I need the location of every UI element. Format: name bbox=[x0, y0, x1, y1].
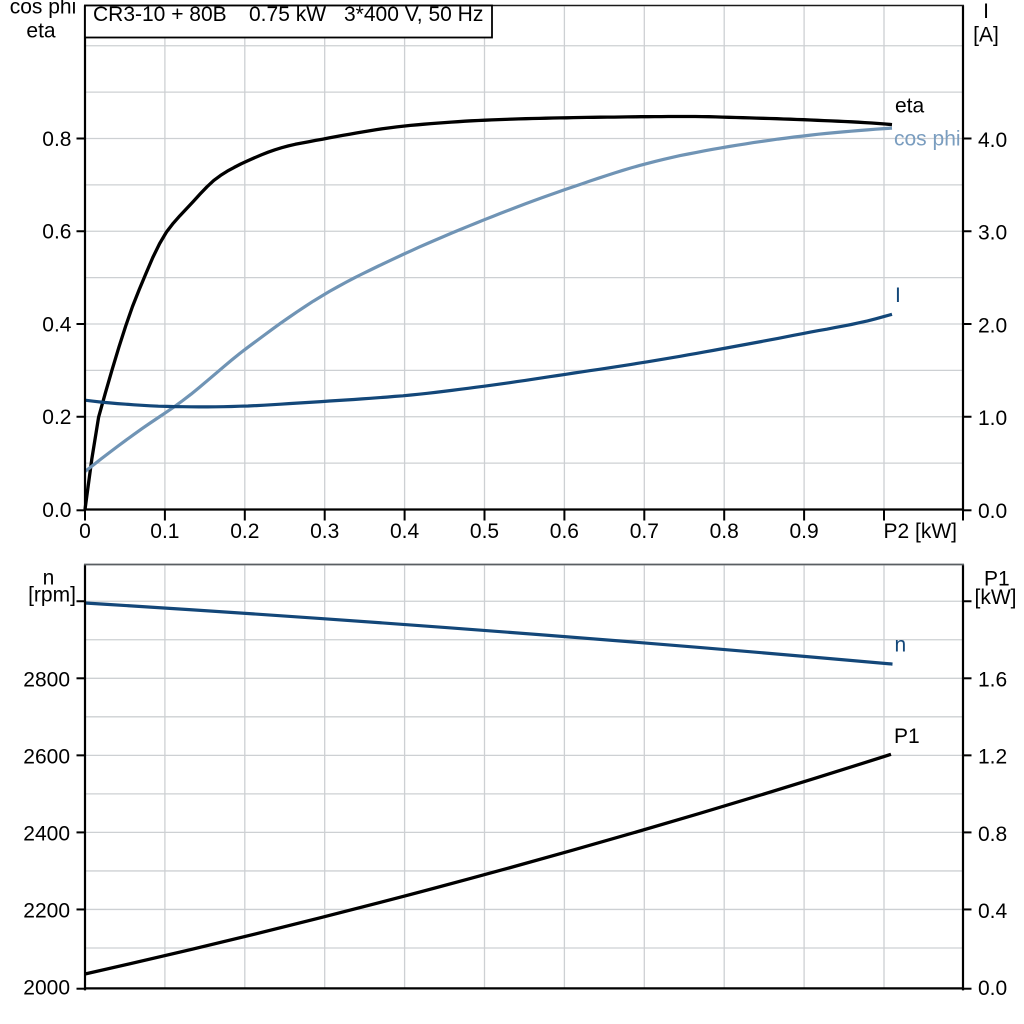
svg-text:0.75 kW: 0.75 kW bbox=[249, 3, 326, 26]
svg-text:P1: P1 bbox=[984, 568, 1010, 591]
svg-text:2800: 2800 bbox=[23, 668, 70, 691]
svg-text:cos phi: cos phi bbox=[894, 128, 961, 151]
svg-text:0.4: 0.4 bbox=[42, 313, 72, 336]
svg-text:n: n bbox=[43, 567, 55, 590]
svg-text:0.8: 0.8 bbox=[710, 520, 739, 543]
svg-text:2600: 2600 bbox=[23, 746, 70, 769]
svg-text:2.0: 2.0 bbox=[978, 314, 1007, 337]
svg-text:0.1: 0.1 bbox=[150, 520, 179, 543]
svg-text:3.0: 3.0 bbox=[978, 222, 1007, 245]
svg-text:0.2: 0.2 bbox=[42, 406, 71, 429]
svg-text:2000: 2000 bbox=[23, 977, 70, 1000]
svg-text:0.7: 0.7 bbox=[630, 520, 659, 543]
svg-text:0.0: 0.0 bbox=[42, 499, 71, 522]
svg-text:n: n bbox=[895, 634, 907, 657]
svg-text:I: I bbox=[983, 0, 989, 23]
svg-text:[A]: [A] bbox=[973, 24, 999, 47]
svg-text:[rpm]: [rpm] bbox=[28, 584, 76, 607]
svg-text:0.2: 0.2 bbox=[230, 520, 259, 543]
svg-text:0.3: 0.3 bbox=[310, 520, 339, 543]
svg-text:0.6: 0.6 bbox=[42, 221, 71, 244]
svg-text:P2 [kW]: P2 [kW] bbox=[883, 520, 957, 543]
svg-text:0.4: 0.4 bbox=[978, 900, 1008, 923]
svg-text:1.0: 1.0 bbox=[978, 407, 1007, 430]
svg-text:0.0: 0.0 bbox=[978, 977, 1007, 1000]
svg-text:0.4: 0.4 bbox=[390, 520, 420, 543]
svg-text:4.0: 4.0 bbox=[978, 129, 1007, 152]
svg-text:0.8: 0.8 bbox=[978, 823, 1007, 846]
svg-text:0.8: 0.8 bbox=[42, 128, 71, 151]
svg-text:1.2: 1.2 bbox=[978, 746, 1007, 769]
svg-text:2400: 2400 bbox=[23, 823, 70, 846]
svg-text:eta: eta bbox=[895, 95, 925, 118]
svg-text:0: 0 bbox=[79, 520, 91, 543]
svg-text:cos phi: cos phi bbox=[10, 0, 77, 19]
svg-text:CR3-10 + 80B: CR3-10 + 80B bbox=[93, 3, 227, 26]
svg-text:P1: P1 bbox=[894, 725, 920, 748]
svg-text:[kW]: [kW] bbox=[975, 586, 1017, 609]
svg-text:eta: eta bbox=[26, 20, 56, 43]
svg-text:0.0: 0.0 bbox=[978, 500, 1007, 523]
svg-text:0.5: 0.5 bbox=[470, 520, 499, 543]
svg-text:1.6: 1.6 bbox=[978, 669, 1007, 692]
svg-text:0.9: 0.9 bbox=[789, 520, 818, 543]
svg-text:3*400 V, 50 Hz: 3*400 V, 50 Hz bbox=[344, 3, 483, 26]
svg-text:0.6: 0.6 bbox=[550, 520, 579, 543]
svg-text:2200: 2200 bbox=[23, 900, 70, 923]
svg-text:I: I bbox=[895, 284, 901, 307]
